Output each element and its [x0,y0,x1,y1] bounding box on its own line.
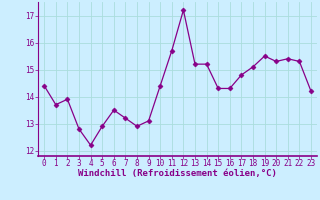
X-axis label: Windchill (Refroidissement éolien,°C): Windchill (Refroidissement éolien,°C) [78,169,277,178]
